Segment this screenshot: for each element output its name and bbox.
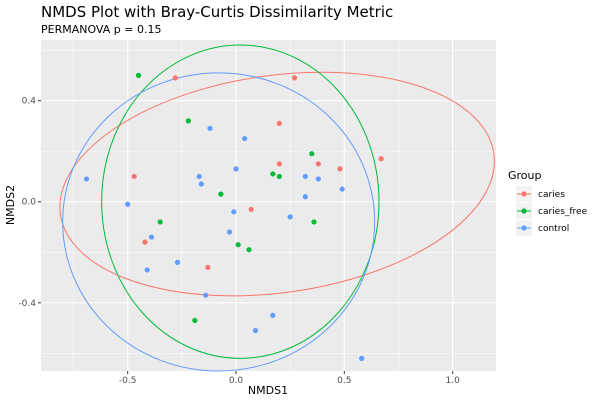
point-caries [142,239,148,245]
point-control [231,209,237,215]
point-caries [291,75,298,81]
legend-key-point [521,225,527,231]
y-tick-label: -0.4 [18,299,36,309]
legend-label-control: control [538,224,569,234]
point-control [207,125,213,132]
point-control [339,186,345,192]
y-axis-ticks: -0.4 0.0 0.4 [18,97,41,309]
x-tick-label: 1.0 [446,376,461,386]
point-control [302,173,308,180]
point-caries-free [157,219,163,225]
point-caries [248,206,254,212]
point-control [242,135,248,142]
legend-label-caries: caries [538,190,565,200]
point-control [203,292,209,298]
point-control [196,173,202,180]
point-caries [378,156,384,162]
x-tick-label: 0.0 [229,376,244,386]
x-axis-ticks: -0.5 0.0 0.5 1.0 [119,371,460,386]
point-caries [131,173,137,180]
point-caries-free [218,191,224,197]
point-caries [205,264,211,271]
point-caries-free [135,72,142,78]
plot-panel [41,40,496,371]
legend-title: Group [508,169,542,182]
x-tick-label: 0.5 [337,376,351,386]
point-control [144,267,150,273]
point-caries-free [276,173,282,180]
point-control [315,176,321,182]
ellipse-caries [59,71,495,297]
point-caries-free [311,219,317,225]
point-caries-free [309,151,315,157]
y-axis-title: NMDS2 [4,185,17,225]
ellipse-caries-free [101,44,380,359]
point-control [302,194,308,200]
chart-title: NMDS Plot with Bray-Curtis Dissimilarity… [41,3,393,21]
point-control [83,176,90,182]
point-caries [337,166,343,172]
point-control [148,234,155,240]
point-control [198,181,204,187]
point-caries-free [235,242,241,248]
point-caries [276,120,282,126]
grid-major [41,40,496,371]
point-caries-free [270,171,276,177]
x-tick-label: -0.5 [119,376,137,386]
group-ellipses [59,44,495,372]
data-points [83,72,384,361]
point-caries [315,161,321,167]
point-caries-free [246,247,252,253]
point-control [287,214,293,220]
y-tick-label: 0.0 [22,198,37,208]
legend-key-point [521,191,527,197]
x-axis-title: NMDS1 [248,384,288,397]
point-caries [172,75,178,81]
point-control [252,327,259,334]
grid-minor [41,40,496,371]
chart-subtitle: PERMANOVA p = 0.15 [41,23,161,36]
point-caries [276,161,282,167]
point-control [174,259,181,265]
point-control [359,355,365,361]
point-caries-free [185,118,191,124]
ellipse-control [62,72,376,372]
point-control [226,229,233,235]
y-tick-label: 0.4 [22,97,37,107]
legend-label-caries-free: caries_free [538,207,588,217]
point-caries-free [192,317,198,324]
point-control [233,166,239,172]
point-control [125,201,131,207]
point-control [270,312,276,319]
legend-key-point [521,208,527,214]
